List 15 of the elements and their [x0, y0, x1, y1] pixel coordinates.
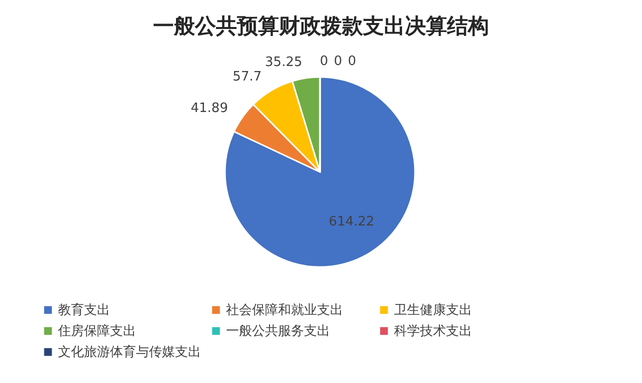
data-label: 614.22: [328, 214, 374, 230]
legend-label: 一般公共服务支出: [226, 324, 330, 339]
text: 0: [334, 54, 342, 69]
data-label: 35.25: [265, 55, 302, 70]
text: 0: [348, 54, 356, 69]
legend-label: 科学技术支出: [394, 324, 472, 339]
data-label: 57.7: [232, 70, 262, 85]
legend-label: 社会保障和就业支出: [226, 303, 343, 318]
legend-label: 文化旅游体育与传媒支出: [58, 344, 201, 360]
chart-title: 一般公共预算财政拨款支出决算结构: [153, 14, 489, 38]
text: 0: [320, 54, 328, 69]
legend-label: 教育支出: [58, 302, 110, 318]
legend-label: 住房保障支出: [57, 323, 136, 339]
data-label: 41.89: [190, 100, 228, 116]
legend-label: 卫生健康支出: [394, 303, 472, 318]
